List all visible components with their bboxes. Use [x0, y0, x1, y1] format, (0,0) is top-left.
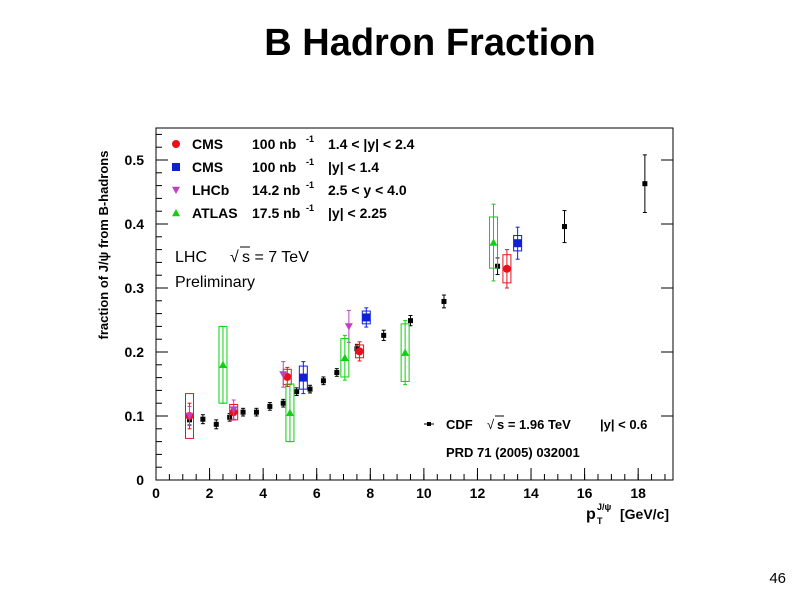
y-tick-label: 0.4: [125, 216, 145, 232]
page-number: 46: [769, 570, 786, 587]
legend-lumi: 100 nb: [252, 159, 296, 175]
legend-lumi: 17.5 nb: [252, 205, 300, 221]
legend-name: CMS: [192, 136, 223, 152]
cdf-legend: CDF √ s = 1.96 TeV |y| < 0.6 PRD 71 (200…: [424, 415, 647, 460]
x-tick-label: 2: [206, 485, 214, 501]
lhc-label: LHC: [175, 249, 207, 266]
slide-title: B Hadron Fraction: [264, 22, 596, 64]
data-point: [401, 348, 410, 356]
x-axis-label-sub: T: [597, 516, 603, 526]
data-point: [279, 371, 288, 379]
legend-range: |y| < 1.4: [328, 159, 379, 175]
legend-range: 2.5 < y < 4.0: [328, 182, 407, 198]
data-point: [307, 386, 313, 392]
data-point: [229, 406, 238, 414]
data-point: [267, 403, 273, 409]
data-point: [334, 369, 340, 375]
data-point: [200, 416, 206, 422]
data-point: [320, 378, 326, 384]
legend-marker: [172, 163, 180, 171]
legend-range: 1.4 < |y| < 2.4: [328, 136, 415, 152]
legend-range: |y| < 2.25: [328, 205, 387, 221]
data-marks: [184, 154, 648, 443]
legend-name: CMS: [192, 159, 223, 175]
data-point: [513, 239, 522, 248]
x-tick-label: 4: [259, 485, 267, 501]
cdf-reference: PRD 71 (2005) 032001: [446, 445, 580, 460]
legend-lumi: 100 nb: [252, 136, 296, 152]
x-tick-label: 12: [470, 485, 486, 501]
y-tick-label: 0.2: [125, 344, 145, 360]
y-axis-label: fraction of J/ψ from B-hadrons: [96, 151, 111, 340]
data-point: [441, 298, 447, 304]
data-point: [185, 412, 194, 420]
data-point: [213, 421, 219, 427]
legend-name: LHCb: [192, 182, 229, 198]
legend-marker: [172, 209, 180, 217]
legend-marker: [172, 140, 180, 148]
legend-name: ATLAS: [192, 205, 238, 221]
data-point: [218, 360, 227, 368]
cdf-sqrt-symbol: √: [487, 417, 495, 432]
legend-lumi-exp: -1: [306, 180, 314, 190]
cdf-legend-label: CDF: [446, 417, 473, 432]
data-point: [340, 353, 349, 361]
y-tick-label: 0: [136, 472, 144, 488]
data-point: [285, 408, 294, 416]
legend-lumi-exp: -1: [306, 203, 314, 213]
data-point: [283, 372, 292, 381]
x-tick-label: 18: [630, 485, 646, 501]
data-point: [407, 318, 413, 324]
y-axis-ticks: 0 0.1 0.2 0.3 0.4 0.5: [125, 133, 673, 488]
x-tick-label: 0: [152, 485, 160, 501]
data-point: [344, 323, 353, 331]
y-tick-label: 0.3: [125, 280, 145, 296]
sqrt-symbol: √: [230, 249, 239, 266]
y-tick-label: 0.1: [125, 408, 145, 424]
legend-lumi-exp: -1: [306, 157, 314, 167]
data-point: [280, 400, 286, 406]
data-point: [489, 238, 498, 246]
data-point: [381, 332, 387, 338]
x-axis-label-sup: J/ψ: [597, 502, 612, 512]
x-axis-label-units: [GeV/c]: [620, 506, 669, 522]
data-point: [562, 224, 568, 230]
x-tick-label: 10: [416, 485, 432, 501]
preliminary-label: Preliminary: [175, 274, 255, 291]
data-point: [240, 409, 246, 415]
cdf-legend-range: |y| < 0.6: [600, 417, 647, 432]
legend-lumi: 14.2 nb: [252, 182, 300, 198]
cdf-legend-energy: s = 1.96 TeV: [497, 417, 571, 432]
x-tick-label: 8: [366, 485, 374, 501]
legend-lumi-exp: -1: [306, 134, 314, 144]
data-point: [362, 313, 371, 322]
x-axis-ticks: 0 2 4 6 8 10 12 14 16 18: [152, 468, 666, 501]
lhc-annotation: LHC √ s = 7 TeV Preliminary: [175, 246, 309, 291]
legend: CMS 100 nb -1 1.4 < |y| < 2.4 CMS 100 nb -1 |y|…: [172, 134, 415, 221]
data-point: [642, 181, 648, 187]
data-point: [502, 264, 511, 273]
plot-frame: [155, 127, 674, 481]
x-tick-label: 16: [577, 485, 593, 501]
data-point: [294, 389, 300, 395]
legend-marker: [172, 186, 180, 194]
data-point: [299, 373, 308, 382]
x-tick-label: 14: [523, 485, 539, 501]
data-point: [355, 347, 364, 356]
y-tick-label: 0.5: [125, 152, 145, 168]
x-tick-label: 6: [313, 485, 321, 501]
x-axis-label-p: p: [586, 506, 596, 523]
energy-label: s = 7 TeV: [242, 249, 309, 266]
data-point: [253, 409, 259, 415]
